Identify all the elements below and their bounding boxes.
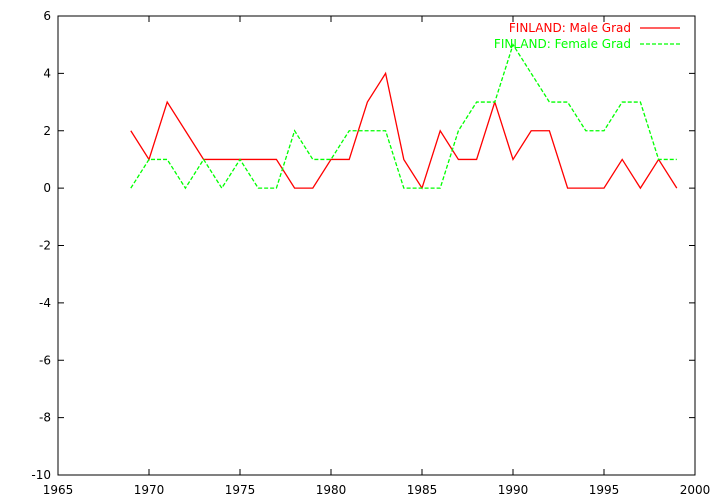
x-tick-label: 2000 <box>680 483 711 497</box>
x-tick-label: 1975 <box>225 483 256 497</box>
plot-frame <box>57 15 696 476</box>
y-tick-label: 4 <box>43 66 51 80</box>
y-tick-label: -8 <box>39 411 51 425</box>
series-line-1 <box>130 43 677 190</box>
y-tick-label: -4 <box>39 296 51 310</box>
y-tick-label: -6 <box>39 353 51 367</box>
x-tick-label: 1995 <box>589 483 620 497</box>
y-tick-label: 2 <box>43 124 51 138</box>
y-tick-label: 0 <box>43 181 51 195</box>
x-tick-label: 1970 <box>134 483 165 497</box>
x-tick-labels: 1965 1970 1975 1980 1985 1990 1995 2000 <box>43 483 711 497</box>
y-tick-label: 6 <box>43 9 51 23</box>
legend-label-female-grad: FINLAND: Female Grad <box>494 37 631 51</box>
series-lines <box>130 43 678 190</box>
y-tick-label: -10 <box>31 468 51 482</box>
x-tick-label: 1990 <box>498 483 529 497</box>
y-tick-label: -2 <box>39 239 51 253</box>
y-tick-labels: -10 -8 -6 -4 -2 0 2 4 6 <box>31 9 51 482</box>
x-tick-label: 1985 <box>407 483 438 497</box>
legend: FINLAND: Male Grad FINLAND: Female Grad <box>494 21 680 51</box>
x-tick-label: 1965 <box>43 483 74 497</box>
axis-ticks <box>57 15 696 476</box>
series-line-0 <box>130 71 678 190</box>
x-tick-label: 1980 <box>316 483 347 497</box>
legend-label-male-grad: FINLAND: Male Grad <box>509 21 631 35</box>
